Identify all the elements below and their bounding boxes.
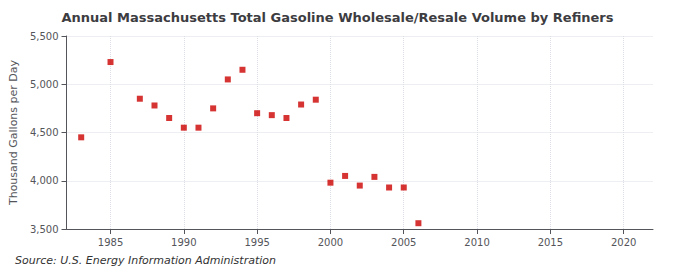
svg-text:1995: 1995 bbox=[244, 237, 269, 248]
svg-text:1990: 1990 bbox=[171, 237, 196, 248]
svg-text:1985: 1985 bbox=[98, 237, 123, 248]
svg-text:4,000: 4,000 bbox=[30, 175, 59, 186]
svg-text:2000: 2000 bbox=[318, 237, 343, 248]
svg-text:2005: 2005 bbox=[391, 237, 416, 248]
svg-text:5,500: 5,500 bbox=[30, 31, 59, 42]
svg-text:4,500: 4,500 bbox=[30, 127, 59, 138]
svg-text:Thousand Gallons per Day: Thousand Gallons per Day bbox=[7, 59, 20, 206]
svg-text:5,000: 5,000 bbox=[30, 79, 59, 90]
svg-text:2010: 2010 bbox=[464, 237, 489, 248]
svg-text:Source: U.S. Energy Informatio: Source: U.S. Energy Information Administ… bbox=[15, 254, 276, 267]
svg-text:2020: 2020 bbox=[611, 237, 636, 248]
svg-text:Annual Massachusetts Total Gas: Annual Massachusetts Total Gasoline Whol… bbox=[62, 10, 614, 25]
svg-text:3,500: 3,500 bbox=[30, 224, 59, 235]
svg-text:2015: 2015 bbox=[538, 237, 563, 248]
